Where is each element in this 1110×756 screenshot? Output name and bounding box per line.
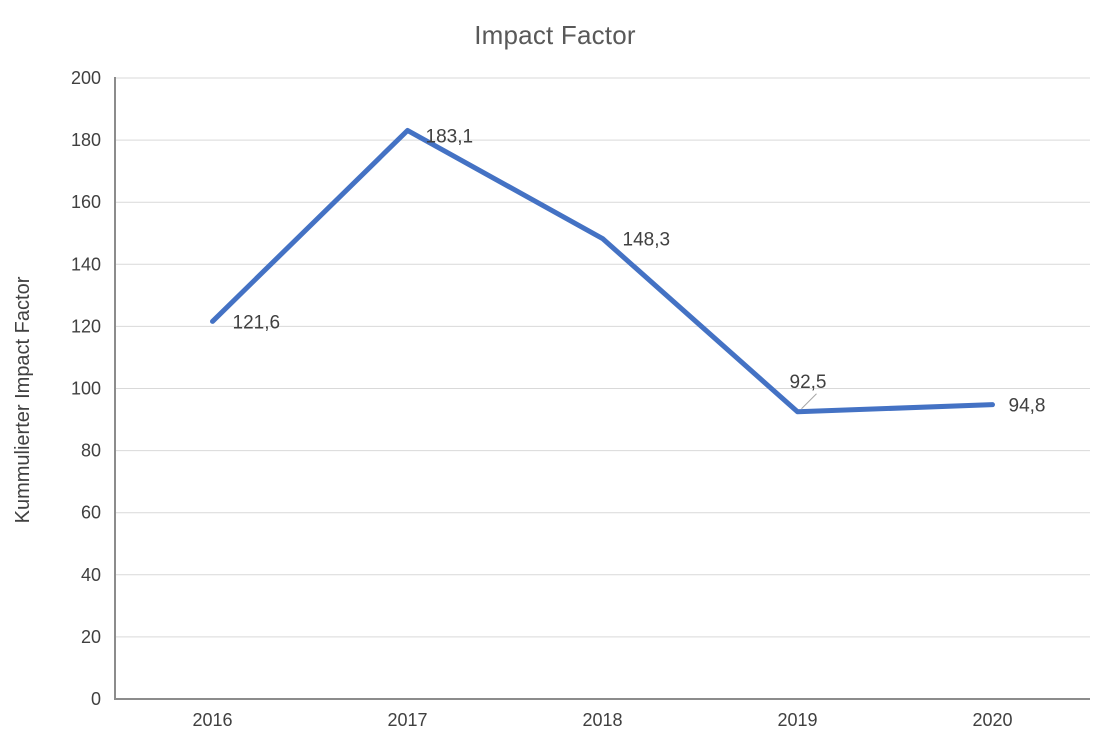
y-tick-label: 100 [71,379,101,399]
data-label: 92,5 [790,372,827,393]
y-tick-label: 120 [71,316,101,336]
chart-title: Impact Factor [474,20,636,50]
y-tick-label: 40 [81,565,101,585]
x-tick-label: 2018 [582,710,622,730]
y-tick-label: 200 [71,68,101,88]
y-tick-label: 0 [91,689,101,709]
y-tick-label: 80 [81,441,101,461]
data-label: 121,6 [233,312,281,333]
y-tick-label: 160 [71,192,101,212]
data-label-leader [801,393,817,410]
y-tick-label: 60 [81,503,101,523]
x-tick-label: 2017 [387,710,427,730]
data-label: 94,8 [1009,396,1046,417]
x-tick-label: 2016 [192,710,232,730]
x-tick-label: 2019 [777,710,817,730]
data-label: 148,3 [623,230,671,251]
y-tick-label: 140 [71,254,101,274]
impact-factor-line [210,127,995,415]
data-label: 183,1 [426,126,474,147]
x-tick-label: 2020 [972,710,1012,730]
y-tick-label: 180 [71,130,101,150]
y-tick-label: 20 [81,627,101,647]
